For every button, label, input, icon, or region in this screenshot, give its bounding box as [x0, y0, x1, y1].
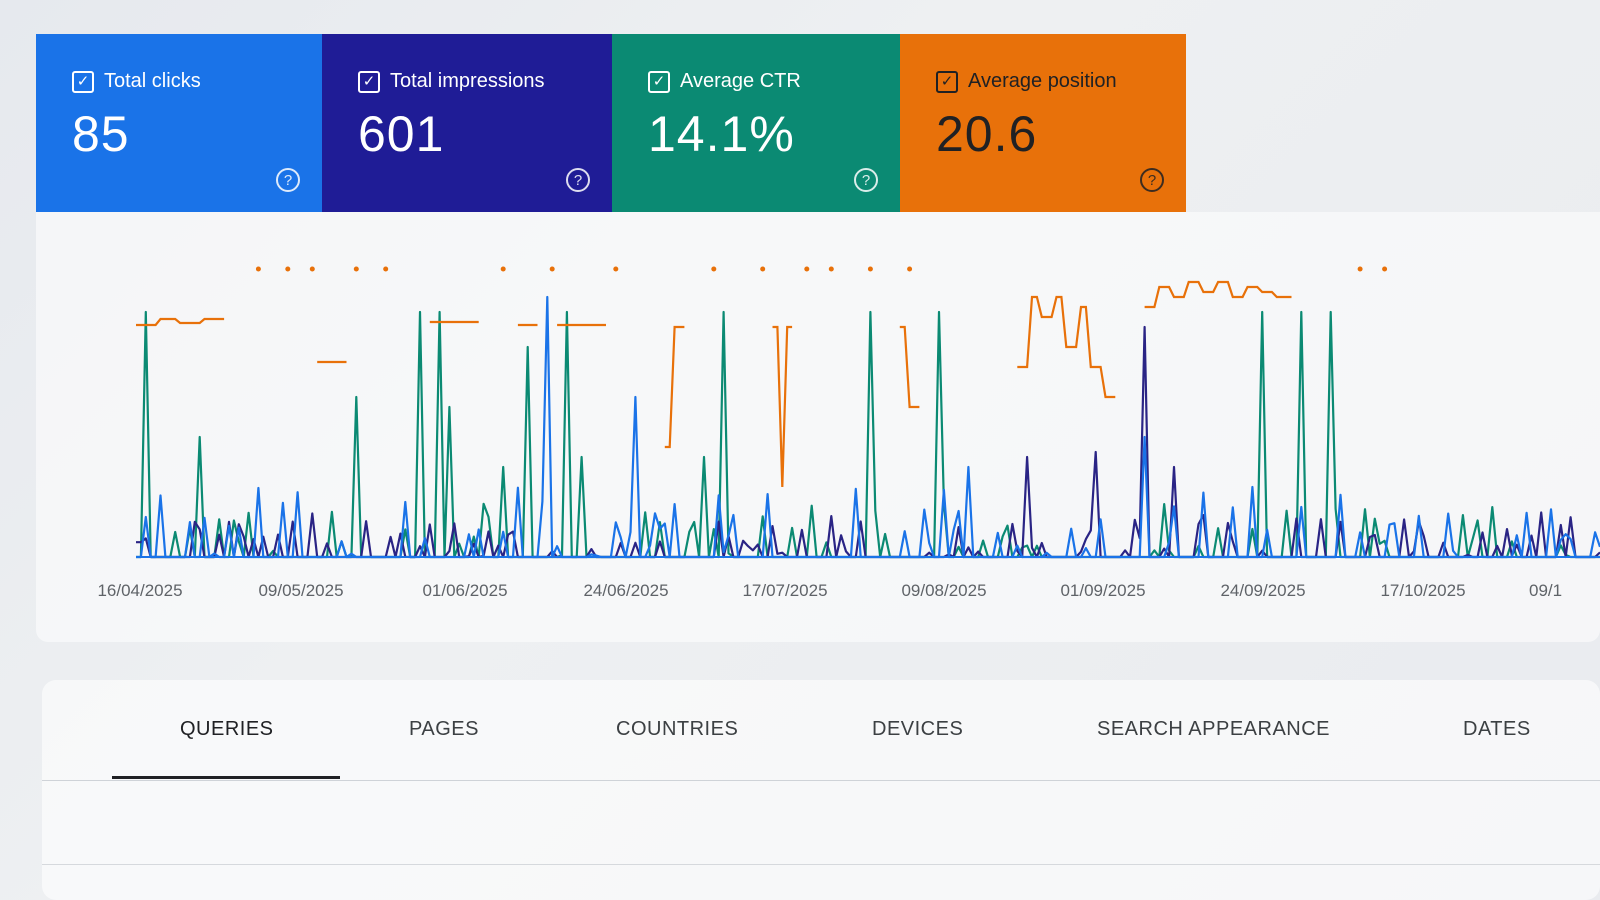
series-line-average-position — [1017, 295, 1116, 399]
metric-card-total-impressions[interactable]: ✓ Total impressions 601 ? — [322, 34, 612, 212]
x-tick-label: 09/1 — [1529, 581, 1562, 600]
metrics-cards: ✓ Total clicks 85 ? ✓ Total impressions … — [36, 34, 1186, 212]
x-tick-label: 24/09/2025 — [1220, 581, 1305, 600]
checkbox-checked-icon[interactable]: ✓ — [936, 70, 958, 93]
x-tick-label: 17/10/2025 — [1380, 581, 1465, 600]
x-tick-label: 16/04/2025 — [97, 581, 182, 600]
tab-queries[interactable]: QUERIES — [180, 718, 274, 740]
x-tick-label: 09/08/2025 — [901, 581, 986, 600]
position-point — [1382, 266, 1388, 272]
series-line-average-position — [1144, 280, 1292, 309]
tab-devices[interactable]: DEVICES — [872, 718, 964, 740]
metric-card-average-position[interactable]: ✓ Average position 20.6 ? — [900, 34, 1186, 212]
x-tick-label: 01/09/2025 — [1060, 581, 1145, 600]
x-tick-label: 09/05/2025 — [258, 581, 343, 600]
tab-dates[interactable]: DATES — [1463, 718, 1531, 740]
metric-label: Average CTR — [680, 70, 801, 92]
position-point — [500, 266, 506, 272]
position-point — [255, 266, 261, 272]
metric-label: Average position — [968, 70, 1117, 92]
performance-chart-panel: 16/04/2025 09/05/2025 01/06/2025 24/06/2025… — [36, 212, 1600, 642]
position-point — [804, 266, 810, 272]
position-point — [828, 266, 834, 272]
series-line-average-position — [899, 325, 920, 409]
help-circle-icon[interactable]: ? — [276, 168, 300, 192]
metric-label: Total clicks — [104, 70, 201, 92]
tab-countries[interactable]: COUNTRIES — [616, 718, 739, 740]
metric-value: 85 — [72, 106, 130, 162]
active-tab-indicator — [112, 776, 340, 779]
metric-value: 20.6 — [936, 106, 1038, 162]
series-line-average-position — [772, 325, 793, 488]
position-point — [285, 266, 291, 272]
metric-label: Total impressions — [390, 70, 545, 92]
table-header-divider — [42, 864, 1600, 865]
position-point — [907, 266, 913, 272]
position-point — [383, 266, 389, 272]
position-point — [760, 266, 766, 272]
checkbox-checked-icon[interactable]: ✓ — [648, 70, 670, 93]
position-point — [1357, 266, 1363, 272]
help-circle-icon[interactable]: ? — [566, 168, 590, 192]
position-point — [549, 266, 555, 272]
metric-card-total-clicks[interactable]: ✓ Total clicks 85 ? — [36, 34, 322, 212]
series-line-average-position — [664, 325, 685, 449]
performance-chart[interactable]: 16/04/2025 09/05/2025 01/06/2025 24/06/2025… — [36, 212, 1600, 642]
position-point — [711, 266, 717, 272]
tab-search-appearance[interactable]: SEARCH APPEARANCE — [1097, 718, 1331, 740]
help-circle-icon[interactable]: ? — [854, 168, 878, 192]
position-point — [353, 266, 359, 272]
tab-pages[interactable]: PAGES — [409, 718, 479, 740]
x-tick-label: 24/06/2025 — [583, 581, 668, 600]
checkbox-checked-icon[interactable]: ✓ — [72, 70, 94, 93]
x-tick-label: 01/06/2025 — [422, 581, 507, 600]
position-point — [867, 266, 873, 272]
position-point — [309, 266, 315, 272]
metric-value: 601 — [358, 106, 445, 162]
series-line-average-ctr — [136, 310, 1600, 559]
position-point — [613, 266, 619, 272]
checkbox-checked-icon[interactable]: ✓ — [358, 70, 380, 93]
dimension-tabs-panel: QUERIES PAGES COUNTRIES DEVICES SEARCH A… — [42, 680, 1600, 900]
series-line-average-position — [136, 317, 225, 327]
metric-value: 14.1% — [648, 106, 795, 162]
tabs-divider — [42, 780, 1600, 781]
x-tick-label: 17/07/2025 — [742, 581, 827, 600]
help-circle-icon[interactable]: ? — [1140, 168, 1164, 192]
metric-card-average-ctr[interactable]: ✓ Average CTR 14.1% ? — [612, 34, 900, 212]
